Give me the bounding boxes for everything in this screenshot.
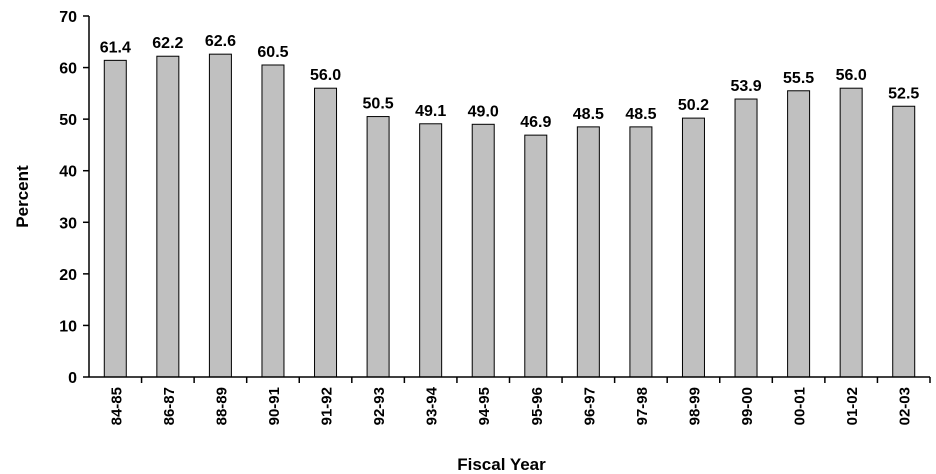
x-tick-label: 92-93 (371, 387, 388, 425)
bar-93-94 (419, 123, 443, 378)
y-tick-label: 70 (59, 9, 77, 26)
data-label: 49.1 (415, 103, 446, 120)
x-tick-label: 88-89 (213, 387, 230, 425)
bar-95-96 (524, 134, 548, 378)
bar-97-98 (629, 126, 653, 378)
data-label: 50.2 (678, 97, 709, 114)
data-label: 60.5 (257, 44, 288, 61)
bar-88-89 (208, 53, 232, 378)
y-tick-label: 60 (59, 61, 77, 78)
data-label: 56.0 (310, 67, 341, 84)
bar-00-01 (787, 90, 811, 378)
bar-84-85 (103, 59, 127, 378)
data-labels: 61.4 62.2 62.6 60.5 56.0 50.5 49.1 49.0 46.9 48.5… (100, 33, 920, 131)
x-tick-label: 96-97 (581, 387, 598, 425)
bar-94-95 (471, 123, 495, 378)
y-tick-label: 20 (59, 267, 77, 284)
y-tick-label: 40 (59, 164, 77, 181)
data-label: 55.5 (783, 70, 814, 87)
bar-92-93 (366, 116, 390, 378)
x-ticks: 84-85 86-87 88-89 90-91 91-92 92-93 93-94 94-95… (108, 377, 931, 425)
data-label: 62.2 (152, 35, 183, 52)
x-tick-label: 86-87 (161, 387, 178, 425)
bar-99-00 (734, 98, 758, 378)
bar-86-87 (156, 55, 180, 378)
data-label: 56.0 (836, 67, 867, 84)
y-tick-label: 10 (59, 318, 77, 335)
data-label: 53.9 (730, 78, 761, 95)
x-tick-label: 97-98 (634, 387, 651, 425)
y-tick-label: 30 (59, 215, 77, 232)
bar-90-91 (261, 64, 285, 378)
x-axis-title: Fiscal Year (457, 455, 546, 474)
x-tick-label: 01-02 (844, 387, 861, 425)
bar-01-02 (839, 87, 863, 378)
x-tick-label: 91-92 (319, 387, 336, 425)
data-label: 62.6 (205, 33, 236, 50)
x-tick-label: 98-99 (686, 387, 703, 425)
x-tick-label: 99-00 (739, 387, 756, 425)
data-label: 49.0 (468, 103, 499, 120)
bar-91-92 (314, 87, 338, 378)
bars (103, 53, 916, 378)
data-label: 50.5 (363, 96, 394, 113)
y-tick-label: 50 (59, 112, 77, 129)
y-axis-title: Percent (13, 165, 32, 228)
x-tick-label: 93-94 (424, 386, 441, 425)
data-label: 48.5 (573, 106, 604, 123)
x-tick-label: 95-96 (529, 387, 546, 425)
bar-96-97 (576, 126, 600, 378)
data-label: 48.5 (625, 106, 656, 123)
x-tick-label: 02-03 (897, 387, 914, 425)
bar-02-03 (892, 105, 916, 378)
y-tick-label: 0 (68, 370, 77, 387)
data-label: 61.4 (100, 39, 131, 56)
x-tick-label: 94-95 (476, 387, 493, 425)
y-ticks: 0 10 20 30 40 50 60 70 (59, 9, 89, 387)
x-tick-label: 90-91 (266, 387, 283, 425)
x-tick-label: 00-01 (792, 387, 809, 425)
data-label: 52.5 (888, 85, 919, 102)
bar-98-99 (681, 117, 705, 378)
data-label: 46.9 (520, 114, 551, 131)
x-tick-label: 84-85 (108, 387, 125, 425)
